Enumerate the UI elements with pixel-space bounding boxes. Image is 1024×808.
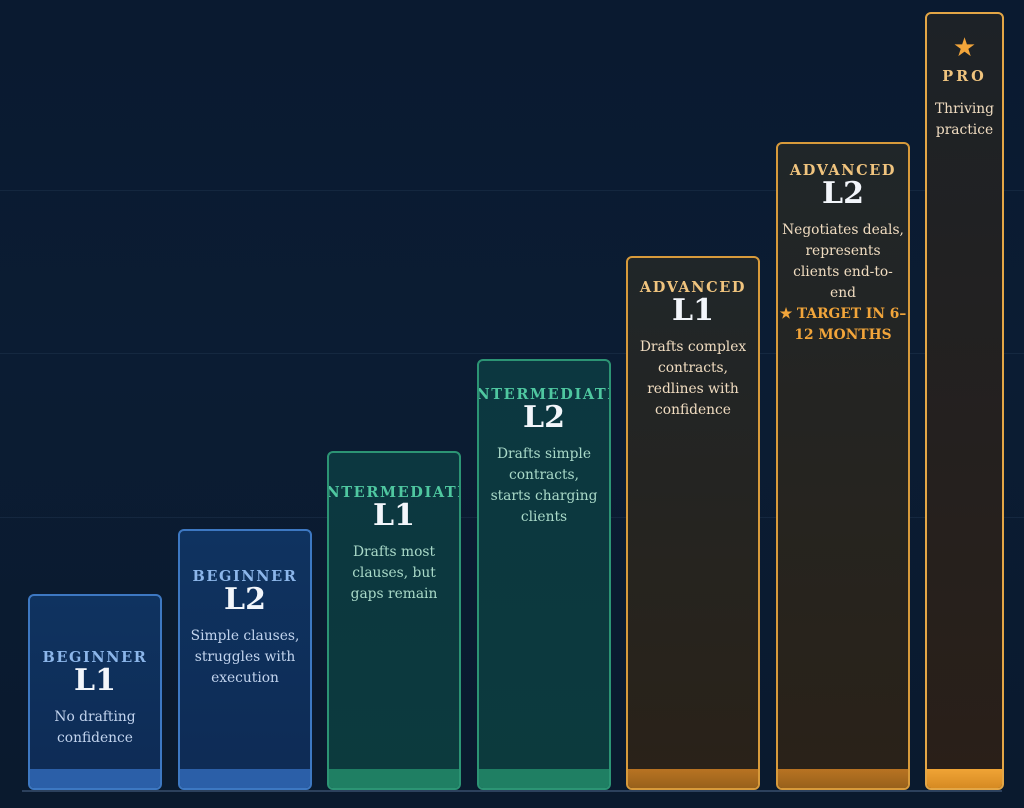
step-intermediate-l2: INTERMEDIATE L2 Drafts simple contracts,… <box>477 359 611 790</box>
level-label: L2 <box>523 400 565 435</box>
star-icon: ★ <box>952 33 977 63</box>
tier-label: BEGINNER <box>42 649 148 666</box>
step-description: No drafting confidence <box>54 709 136 746</box>
step-foot <box>628 769 758 788</box>
baseline <box>22 790 1002 792</box>
tier-label: INTERMEDIATE <box>477 386 609 403</box>
tier-label: INTERMEDIATE <box>327 484 459 501</box>
step-description: Simple clauses, struggles with execution <box>190 628 300 686</box>
step-intermediate-l1: INTERMEDIATE L1 Drafts most clauses, but… <box>327 451 461 790</box>
step-foot <box>329 769 459 788</box>
step-foot <box>180 769 310 788</box>
step-description: Drafts most clauses, but gaps remain <box>350 544 438 602</box>
gridline <box>0 353 1024 354</box>
level-label: L1 <box>373 498 415 533</box>
step-foot <box>30 769 160 788</box>
level-label: L1 <box>74 663 116 698</box>
tier-label: PRO <box>942 68 987 85</box>
tier-label: BEGINNER <box>192 568 298 585</box>
step-foot <box>778 769 908 788</box>
step-pro: ★ PRO Thriving practice <box>925 12 1004 790</box>
level-label: L2 <box>822 176 864 211</box>
step-beginner-l2: BEGINNER L2 Simple clauses, struggles wi… <box>178 529 312 790</box>
level-label: L1 <box>672 293 714 328</box>
level-label: L2 <box>224 582 266 617</box>
step-description: Drafts simple contracts, starts charging… <box>490 446 598 525</box>
step-advanced-l2: ADVANCED L2 Negotiates deals, represents… <box>776 142 910 790</box>
step-description: Drafts complex contracts, redlines with … <box>639 339 747 418</box>
step-foot <box>479 769 609 788</box>
step-foot <box>927 769 1002 788</box>
step-advanced-l1: ADVANCED L1 Drafts complex contracts, re… <box>626 256 760 790</box>
tier-label: ADVANCED <box>789 162 897 179</box>
step-description: Thriving practice <box>934 101 995 138</box>
step-description: Negotiates deals, represents clients end… <box>782 222 904 301</box>
tier-label: ADVANCED <box>639 279 747 296</box>
step-beginner-l1: BEGINNER L1 No drafting confidence <box>28 594 162 790</box>
gridline <box>0 190 1024 191</box>
target-callout: ★ TARGET IN 6–12 MONTHS <box>779 306 907 343</box>
